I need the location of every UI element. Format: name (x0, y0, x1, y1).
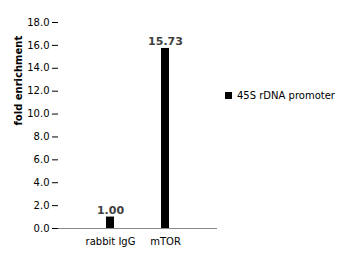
svg-text:16.0: 16.0 (27, 40, 49, 51)
svg-text:2.0: 2.0 (34, 200, 50, 211)
svg-text:12.0: 12.0 (27, 85, 49, 96)
svg-text:8.0: 8.0 (34, 131, 50, 142)
html-text:45S rDNA promoter: 45S rDNA promoter (237, 90, 335, 101)
svg-text:15.73: 15.73 (148, 35, 183, 48)
svg-text:14.0: 14.0 (27, 62, 49, 73)
svg-text:10.0: 10.0 (27, 108, 49, 119)
svg-text:1.00: 1.00 (97, 204, 124, 217)
svg-text:18.0: 18.0 (27, 17, 49, 28)
svg-text:mTOR: mTOR (150, 236, 181, 247)
svg-text:4.0: 4.0 (34, 177, 50, 188)
svg-text:fold enrichment: fold enrichment (13, 36, 24, 126)
svg-text:6.0: 6.0 (34, 154, 50, 165)
svg-text:rabbit IgG: rabbit IgG (86, 236, 136, 247)
svg-text:0.0: 0.0 (34, 223, 50, 234)
